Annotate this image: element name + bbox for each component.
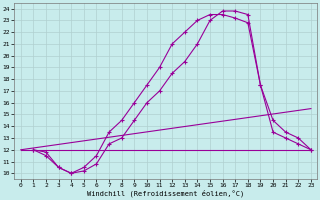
X-axis label: Windchill (Refroidissement éolien,°C): Windchill (Refroidissement éolien,°C) — [87, 190, 244, 197]
